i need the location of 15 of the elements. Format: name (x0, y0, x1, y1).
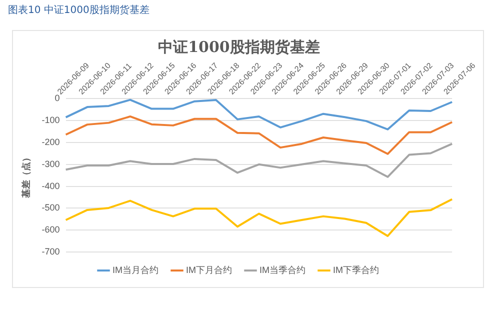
y-tick-label: -500 (42, 202, 60, 213)
y-tick-label: -700 (42, 246, 60, 256)
y-tick-label: 0 (54, 93, 60, 104)
y-tick-label: -100 (42, 115, 60, 126)
y-tick-label: -400 (42, 180, 60, 191)
chart-title: 中证1000股指期货基差 (158, 38, 320, 56)
y-tick-label: -200 (42, 137, 60, 147)
legend-label: IM下月合约 (186, 264, 232, 275)
y-axis-title: 基差（点） (20, 152, 31, 199)
text: 图表10 中证1000股指期货基差 (8, 4, 150, 17)
legend-label: IM当月合约 (112, 264, 159, 275)
legend-label: IM当季合约 (260, 264, 306, 275)
legend-label: IM下季合约 (333, 264, 379, 275)
y-tick-label: -600 (42, 224, 60, 235)
y-tick-label: -300 (42, 158, 60, 169)
